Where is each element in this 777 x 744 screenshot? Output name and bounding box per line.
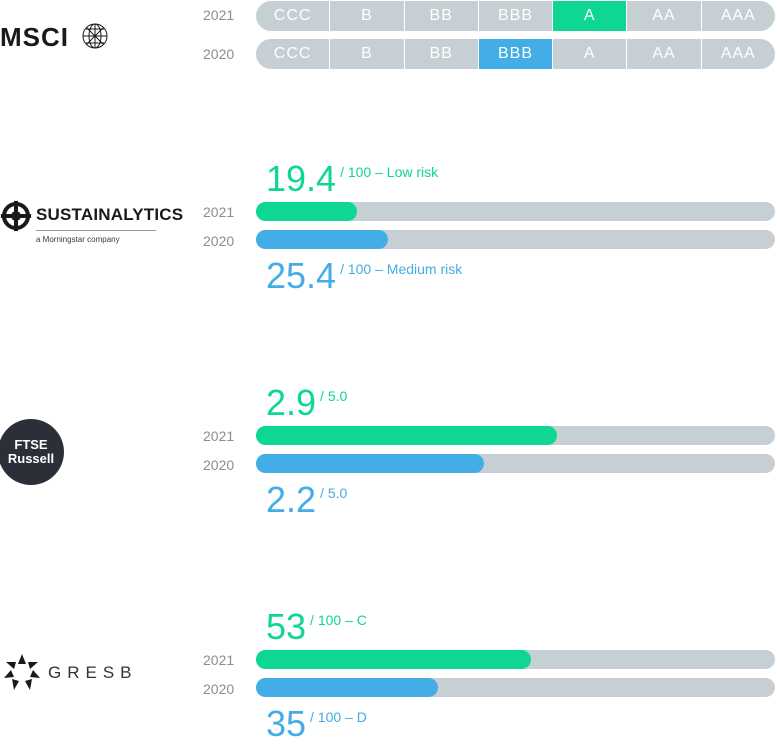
year-label: 2020 [203,681,235,697]
rating-cell-ccc: CCC [256,1,331,31]
gresb-score-2021: 53/ 100 – C [266,609,367,645]
sustainalytics-score-2020: 25.4/ 100 – Medium risk [266,258,462,294]
rating-cell-aaa: AAA [720,7,756,24]
score-suffix: / 100 – C [310,612,367,628]
crosshair-globe-icon [1,201,31,231]
year-label: 2021 [203,652,235,668]
bar-track [256,202,775,221]
gresb-logo: GRESB [48,663,138,682]
score-suffix: / 100 – Medium risk [340,261,463,277]
rating-cell-b: B [330,1,405,31]
msci-rating-row-2021: CCC B BB BBB A AA AAA [256,1,775,31]
rating-cell-bb: BB [405,1,479,31]
rating-cell-aa: AA [627,39,702,69]
sustainalytics-score-2021: 19.4/ 100 – Low risk [266,161,438,197]
sustainalytics-logo: SUSTAINALYTICS [36,205,184,224]
score-value: 53 [266,606,307,647]
bar-2020 [256,678,438,697]
msci-year-2020: 2020 [203,46,235,62]
sustainalytics-subtitle: a Morningstar company [36,235,120,244]
ftse-russell-logo: FTSE Russell [0,419,64,485]
score-value: 2.9 [266,382,317,423]
rating-cell-bb: BB [405,39,479,69]
score-value: 2.2 [266,479,317,520]
rating-cell-a: A [553,1,628,31]
ftse-score-2021: 2.9/ 5.0 [266,385,347,421]
year-label: 2020 [203,457,235,473]
msci-rating-row-2020: CCC B BB BBB A AA AAA [256,39,775,69]
gresb-score-2020: 35/ 100 – D [266,706,367,742]
bar-2021 [256,650,532,669]
rating-cell-bbb: BBB [479,1,554,31]
score-suffix: / 5.0 [320,485,348,501]
bar-track [256,650,775,669]
score-value: 19.4 [266,158,337,199]
rating-cell-aaa: AAA [720,45,756,62]
year-label: 2020 [203,233,235,249]
score-value: 35 [266,703,307,744]
logo-line: Russell [7,451,55,466]
gresb-sun-icon [4,654,40,690]
bar-track [256,454,775,473]
year-label: 2021 [203,204,235,220]
bar-2020 [256,230,388,249]
score-suffix: / 100 – D [310,709,367,725]
rating-cell-aa: AA [627,1,702,31]
rating-cell-b: B [330,39,405,69]
bar-2021 [256,426,558,445]
msci-year-2021: 2021 [203,7,235,23]
logo-line: FTSE [14,437,48,453]
ftse-score-2020: 2.2/ 5.0 [266,482,347,518]
bar-track [256,426,775,445]
logo-divider [36,230,156,231]
bar-2020 [256,454,485,473]
rating-cell-bbb: BBB [478,39,554,69]
score-value: 25.4 [266,255,337,296]
year-label: 2021 [203,428,235,444]
msci-logo: MSCI [0,22,69,52]
globe-icon [82,23,108,49]
score-suffix: / 5.0 [320,388,348,404]
bar-track [256,678,775,697]
rating-cell-a: A [553,39,628,69]
bar-track [256,230,775,249]
bar-2021 [256,202,357,221]
rating-cell-ccc: CCC [256,39,331,69]
score-suffix: / 100 – Low risk [340,164,439,180]
